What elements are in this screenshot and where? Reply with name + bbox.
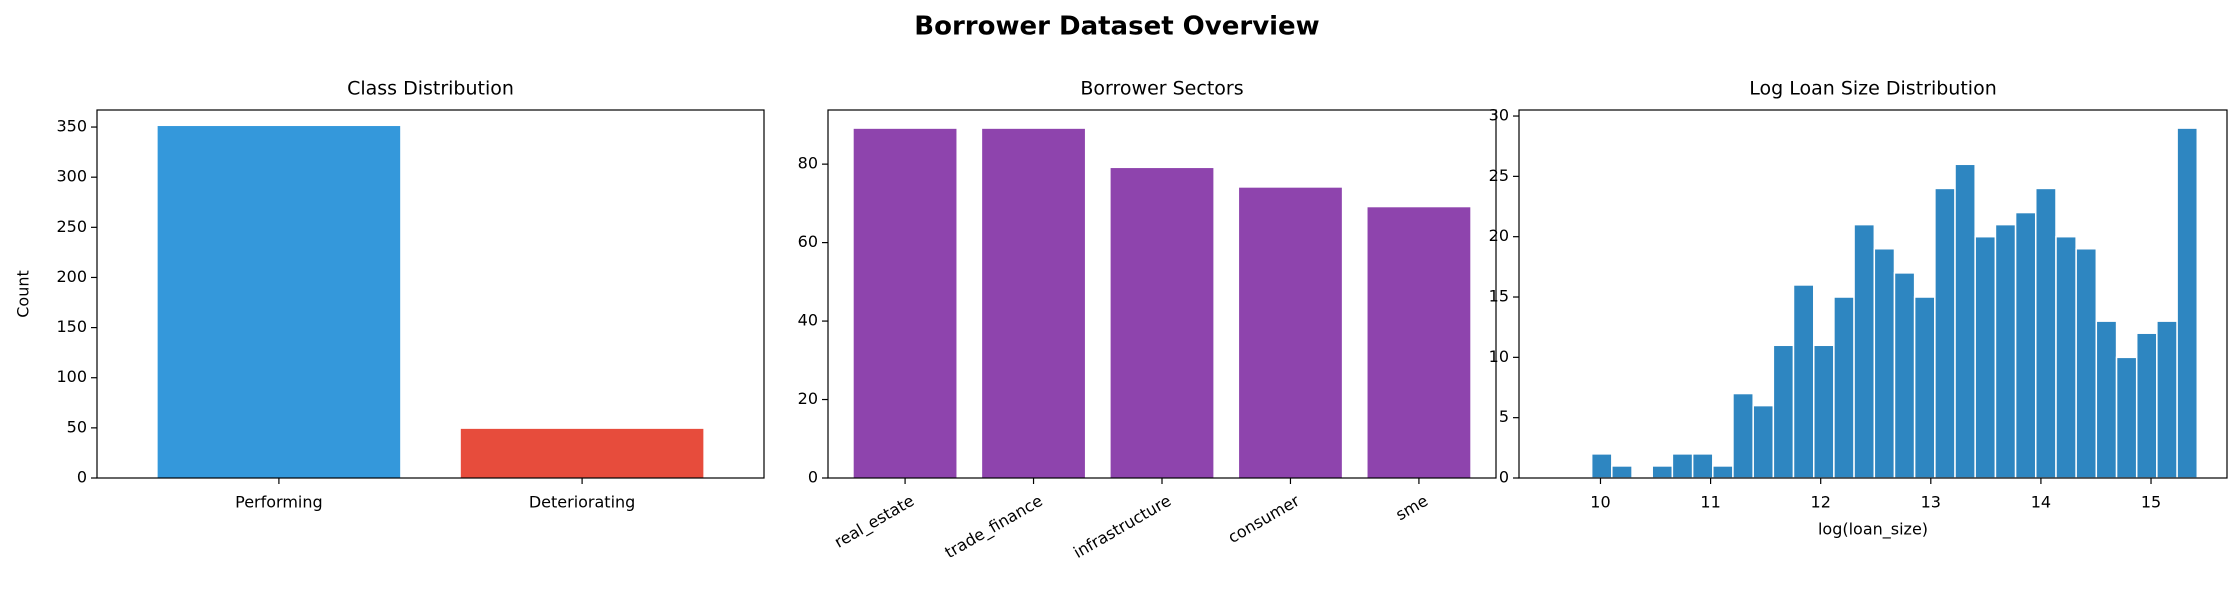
x-tick-label: 15 xyxy=(2141,493,2161,512)
y-tick-label: 50 xyxy=(67,417,87,436)
bar xyxy=(157,126,401,479)
histogram-bar xyxy=(1671,453,1694,479)
y-axis-label: Count xyxy=(14,270,33,318)
y-tick-label: 15 xyxy=(1489,287,1509,306)
x-tick-label: 11 xyxy=(1700,493,1720,512)
x-tick-label: infrastructure xyxy=(1070,491,1174,562)
bar xyxy=(1367,207,1471,478)
x-tick-label: Deteriorating xyxy=(529,493,636,512)
chart-title: Class Distribution xyxy=(347,78,514,100)
histogram-bar xyxy=(2034,187,2057,479)
y-tick-label: 200 xyxy=(56,267,87,286)
histogram-bar xyxy=(1732,392,1754,479)
y-tick-label: 0 xyxy=(77,468,87,487)
y-tick-label: 300 xyxy=(56,167,87,186)
bar xyxy=(982,128,1085,479)
x-tick-label: real_estate xyxy=(831,491,918,553)
x-tick-label: consumer xyxy=(1225,491,1303,547)
axes-frame xyxy=(827,109,1497,479)
x-tick-label: trade_finance xyxy=(941,491,1046,563)
bar xyxy=(460,428,704,478)
chart-title: Log Loan Size Distribution xyxy=(1749,78,1996,100)
histogram-bar xyxy=(1954,163,1976,479)
histogram-bar xyxy=(2135,332,2158,479)
y-tick-label: 250 xyxy=(56,217,87,236)
histogram-bar xyxy=(2115,356,2138,479)
x-tick-label: 12 xyxy=(1811,493,1831,512)
figure-title: Borrower Dataset Overview xyxy=(914,12,1319,42)
histogram-bar xyxy=(1712,465,1734,479)
y-tick-label: 350 xyxy=(56,117,87,136)
histogram-bar xyxy=(1590,453,1613,479)
y-tick-label: 10 xyxy=(1489,347,1509,366)
y-tick-label: 5 xyxy=(1499,407,1509,426)
histogram-bar xyxy=(1752,404,1775,479)
histogram-bar xyxy=(2156,320,2178,479)
histogram-bar xyxy=(2095,320,2118,479)
x-axis-label: log(loan_size) xyxy=(1818,520,1928,540)
histogram-bar xyxy=(1934,187,1956,479)
axes-frame xyxy=(1518,109,2228,479)
histogram-bar xyxy=(1792,284,1815,479)
histogram-bar xyxy=(1853,223,1876,479)
bar xyxy=(1110,168,1214,478)
histogram-bar xyxy=(1651,465,1674,479)
histogram-bar xyxy=(1772,344,1795,479)
histogram-bar xyxy=(1994,223,2017,479)
histogram-bar xyxy=(1833,296,1855,479)
x-tick-label: Performing xyxy=(235,493,323,512)
histogram-bar xyxy=(2075,248,2098,479)
y-tick-label: 80 xyxy=(798,154,818,173)
y-tick-label: 100 xyxy=(56,367,87,386)
y-tick-label: 25 xyxy=(1489,166,1509,185)
histogram-bar xyxy=(1813,344,1835,479)
y-tick-label: 0 xyxy=(1499,468,1509,487)
histogram-bar xyxy=(1873,248,1896,479)
y-tick-label: 20 xyxy=(1489,226,1509,245)
histogram-bar xyxy=(1913,296,1936,479)
y-tick-label: 40 xyxy=(798,311,818,330)
histogram-bar xyxy=(2176,127,2199,479)
x-tick-label: 13 xyxy=(1921,493,1941,512)
histogram-bar xyxy=(1974,235,1997,479)
y-tick-label: 30 xyxy=(1489,106,1509,125)
x-tick-label: 10 xyxy=(1590,493,1610,512)
histogram-bar xyxy=(2055,235,2077,479)
y-tick-label: 0 xyxy=(808,468,818,487)
x-tick-label: 14 xyxy=(2031,493,2051,512)
histogram-bar xyxy=(1893,272,1916,479)
chart-title: Borrower Sectors xyxy=(1080,78,1243,100)
histogram-bar xyxy=(1611,465,1633,479)
x-tick-label: sme xyxy=(1392,491,1431,524)
histogram-bar xyxy=(2014,211,2037,479)
y-tick-label: 60 xyxy=(798,232,818,251)
y-tick-label: 150 xyxy=(56,317,87,336)
axes-frame xyxy=(96,109,765,479)
y-tick-label: 20 xyxy=(798,389,818,408)
bar xyxy=(853,128,957,479)
bar xyxy=(1239,187,1342,478)
histogram-bar xyxy=(1691,453,1714,479)
